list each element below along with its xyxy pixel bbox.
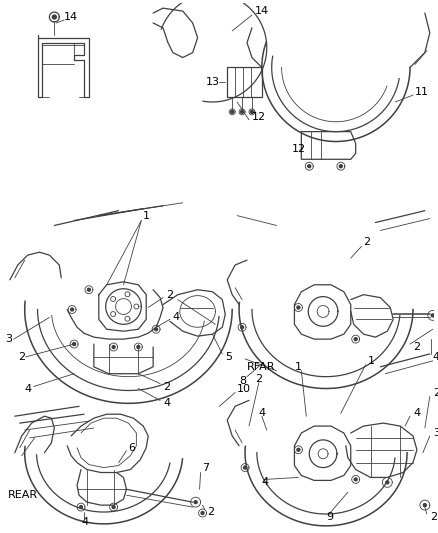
Text: 11: 11 [414,87,428,97]
Text: 4: 4 [162,398,170,408]
Text: 1: 1 [367,356,374,366]
Text: 2: 2 [429,512,436,522]
Polygon shape [112,345,115,349]
Text: 10: 10 [237,384,251,393]
Polygon shape [240,110,243,114]
Text: 13: 13 [205,77,219,87]
Text: 2: 2 [18,352,25,362]
Polygon shape [154,328,157,330]
Polygon shape [430,314,433,317]
Text: 3: 3 [432,428,438,438]
Text: 12: 12 [291,144,305,155]
Polygon shape [296,306,299,309]
Polygon shape [240,326,243,329]
Text: 2: 2 [432,389,438,399]
Text: 4: 4 [25,384,32,393]
Polygon shape [194,500,197,504]
Text: 6: 6 [128,443,135,453]
Text: 2: 2 [412,342,419,352]
Polygon shape [385,481,388,484]
Polygon shape [72,343,75,345]
Text: RFAR: RFAR [247,362,275,372]
Text: 5: 5 [225,352,232,362]
Polygon shape [296,448,299,451]
Polygon shape [243,466,246,469]
Polygon shape [71,308,74,311]
Text: 1: 1 [143,211,150,221]
Text: 2: 2 [166,289,173,300]
Text: 4: 4 [432,352,438,362]
Text: 7: 7 [202,463,209,473]
Text: 2: 2 [162,382,170,392]
Text: 4: 4 [261,478,268,487]
Polygon shape [137,345,139,349]
Polygon shape [230,110,233,114]
Text: 8: 8 [239,376,246,385]
Polygon shape [112,506,115,508]
Polygon shape [353,337,357,341]
Text: 3: 3 [5,334,12,344]
Text: 14: 14 [254,6,268,16]
Polygon shape [87,288,90,291]
Text: 2: 2 [363,237,370,247]
Polygon shape [52,15,56,19]
Text: 12: 12 [251,112,265,122]
Text: 9: 9 [325,512,332,522]
Polygon shape [353,478,357,481]
Polygon shape [201,512,204,514]
Text: 4: 4 [173,312,180,322]
Polygon shape [307,165,310,168]
Text: 2: 2 [254,374,261,384]
Text: 14: 14 [64,12,78,22]
Text: REAR: REAR [8,490,38,500]
Polygon shape [79,506,82,508]
Text: 2: 2 [207,507,214,517]
Text: 4: 4 [81,517,88,527]
Text: 4: 4 [258,408,265,418]
Text: 4: 4 [412,408,419,418]
Text: 1: 1 [294,362,301,372]
Polygon shape [339,165,342,168]
Polygon shape [250,110,253,114]
Polygon shape [422,504,425,506]
